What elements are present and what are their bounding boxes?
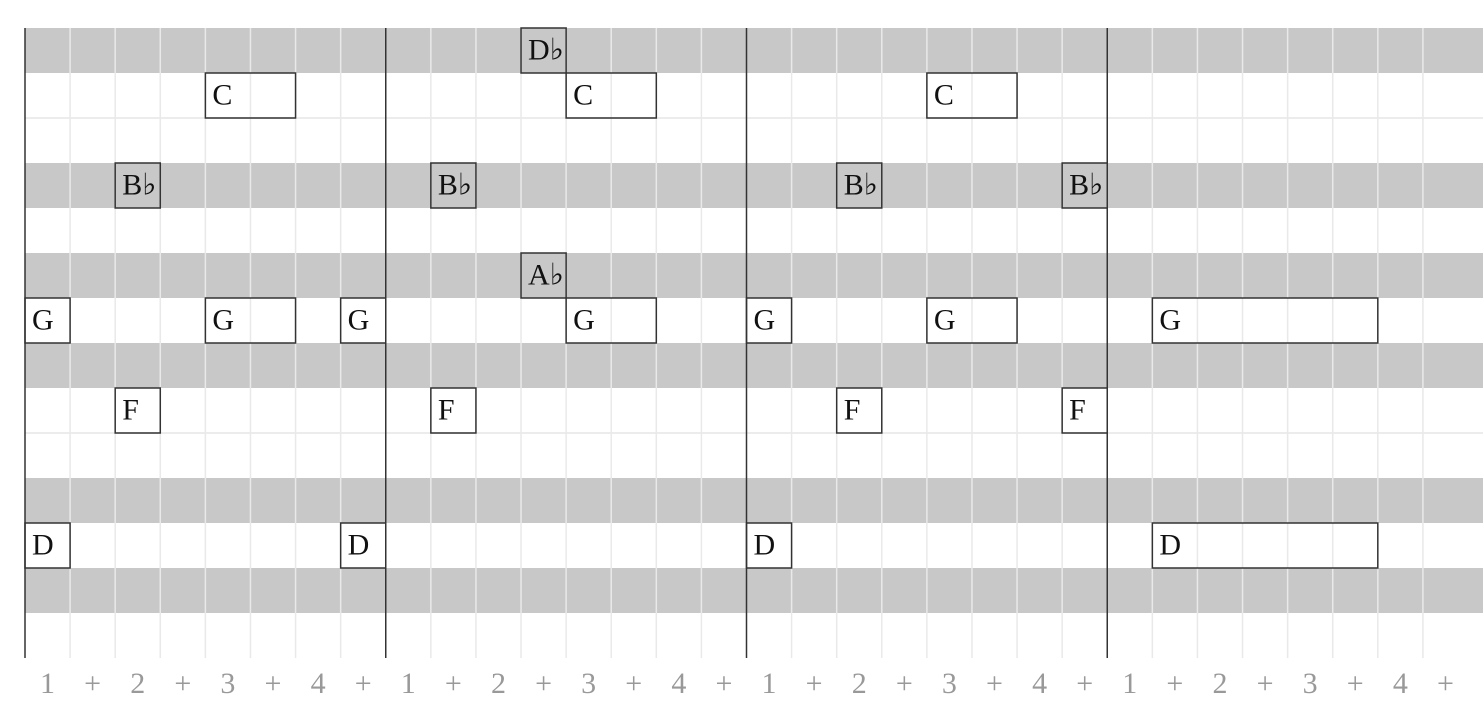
note <box>430 162 477 209</box>
beat-count: + <box>84 667 101 700</box>
note-label: C <box>573 78 593 111</box>
beat-count: 3 <box>1303 667 1318 700</box>
beat-count: + <box>1437 667 1454 700</box>
beat-count: + <box>806 667 823 700</box>
note-label: G <box>754 303 776 336</box>
beat-count: + <box>986 667 1003 700</box>
note <box>339 297 387 344</box>
note-label: F <box>844 393 861 426</box>
row-shade <box>25 478 1483 523</box>
beat-count: 2 <box>130 667 145 700</box>
note-label: D <box>348 528 370 561</box>
note <box>1151 297 1379 344</box>
note-label: F <box>1069 393 1086 426</box>
beat-count: + <box>715 667 732 700</box>
beat-count: + <box>1076 667 1093 700</box>
note <box>430 387 477 434</box>
note-label: B♭ <box>844 168 878 201</box>
note-label: B♭ <box>438 168 472 201</box>
note <box>114 387 162 434</box>
note-label: F <box>438 393 455 426</box>
row-shade <box>25 568 1483 613</box>
row-shade <box>25 343 1483 388</box>
note <box>1061 162 1108 209</box>
note <box>835 387 883 434</box>
note <box>24 522 71 569</box>
note-label: B♭ <box>1069 168 1103 201</box>
beat-count: 4 <box>1032 667 1047 700</box>
note <box>204 297 297 344</box>
note <box>565 297 658 344</box>
note-label: F <box>122 393 139 426</box>
beat-count: 2 <box>1212 667 1227 700</box>
beat-count: 4 <box>311 667 326 700</box>
beat-count: + <box>1347 667 1364 700</box>
beat-count: 4 <box>671 667 686 700</box>
note-label: G <box>212 303 234 336</box>
note <box>565 72 658 119</box>
beat-count: + <box>174 667 191 700</box>
note-label: B♭ <box>122 168 156 201</box>
note-label: D <box>32 528 54 561</box>
note <box>835 162 883 209</box>
note <box>339 522 387 569</box>
beat-count: 1 <box>40 667 55 700</box>
beat-count: + <box>625 667 642 700</box>
note-label: G <box>934 303 956 336</box>
beat-count: + <box>1257 667 1274 700</box>
beat-count: + <box>535 667 552 700</box>
note <box>24 297 71 344</box>
note-label: C <box>212 78 232 111</box>
note <box>1151 522 1379 569</box>
beat-count: 4 <box>1393 667 1408 700</box>
beat-count: 2 <box>852 667 867 700</box>
note-label: D <box>754 528 776 561</box>
note-label: D <box>1159 528 1181 561</box>
note <box>1061 387 1108 434</box>
note-label: G <box>573 303 595 336</box>
note <box>926 297 1018 344</box>
note <box>204 72 297 119</box>
row-shade <box>25 163 1483 208</box>
note-label: D♭ <box>528 33 564 66</box>
beat-count: 1 <box>401 667 416 700</box>
beat-count: 3 <box>220 667 235 700</box>
beat-count: + <box>896 667 913 700</box>
note-label: G <box>1159 303 1181 336</box>
beat-count: + <box>355 667 372 700</box>
note <box>520 252 567 299</box>
note-label: A♭ <box>528 258 564 291</box>
note <box>114 162 162 209</box>
note-label: G <box>348 303 370 336</box>
beat-count: 3 <box>942 667 957 700</box>
note-label: G <box>32 303 54 336</box>
beat-count: + <box>1166 667 1183 700</box>
beat-count: 1 <box>762 667 777 700</box>
row-shade <box>25 253 1483 298</box>
note <box>520 27 567 74</box>
beat-count: 2 <box>491 667 506 700</box>
beat-count: + <box>445 667 462 700</box>
note <box>926 72 1018 119</box>
beat-count: 3 <box>581 667 596 700</box>
beat-count: + <box>265 667 282 700</box>
beat-count: 1 <box>1122 667 1137 700</box>
note <box>745 522 793 569</box>
note-label: C <box>934 78 954 111</box>
note <box>745 297 793 344</box>
row-shade <box>25 28 1483 73</box>
